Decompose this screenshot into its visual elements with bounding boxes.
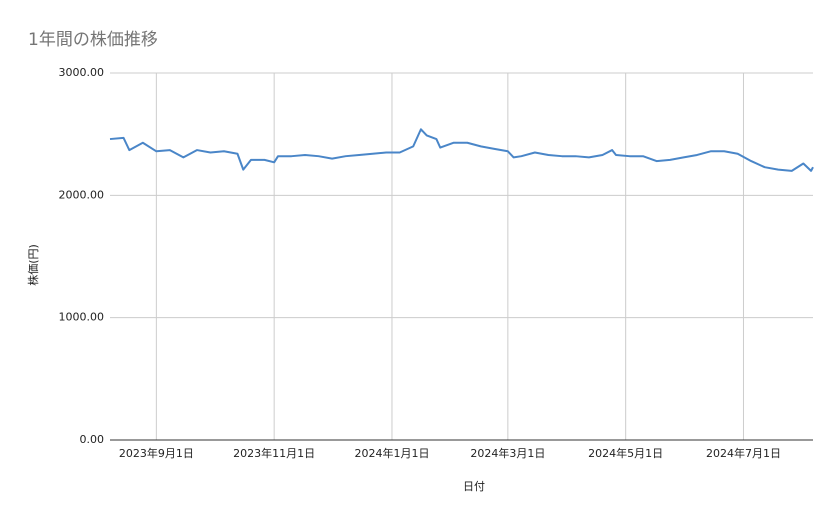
y-tick-label: 0.00 bbox=[80, 433, 105, 446]
y-tick-label: 2000.00 bbox=[59, 188, 105, 201]
data-line bbox=[109, 128, 814, 172]
x-tick-label: 2024年1月1日 bbox=[354, 446, 429, 460]
x-tick-label: 2023年11月1日 bbox=[233, 446, 315, 460]
chart-title: 1年間の株価推移 bbox=[28, 30, 158, 50]
y-tick-label: 1000.00 bbox=[59, 311, 105, 324]
x-axis-label: 日付 bbox=[463, 480, 485, 493]
y-tick-label: 3000.00 bbox=[59, 66, 105, 79]
y-axis-label: 株価(円) bbox=[26, 244, 40, 286]
x-tick-label: 2024年3月1日 bbox=[470, 446, 545, 460]
x-tick-label: 2023年9月1日 bbox=[119, 446, 194, 460]
x-tick-label: 2024年5月1日 bbox=[588, 446, 663, 460]
x-tick-label: 2024年7月1日 bbox=[706, 446, 781, 460]
